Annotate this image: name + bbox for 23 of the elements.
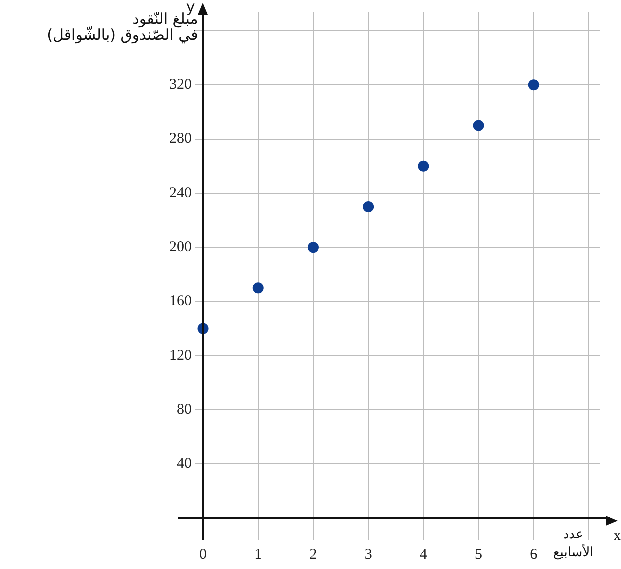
- point: [363, 201, 374, 212]
- y-tick-label: 160: [170, 294, 192, 310]
- point: [528, 80, 540, 91]
- y-tick-label: 320: [170, 77, 192, 94]
- y-tick-label: 200: [170, 240, 192, 256]
- y-tick-label: 240: [170, 185, 192, 202]
- point: [252, 282, 264, 294]
- x-tick-label: 6: [530, 546, 538, 563]
- y-tick-label: 120: [170, 348, 192, 364]
- x-axis-title: عدد الأسابيع: [553, 528, 594, 561]
- y-tick-label: 40: [177, 456, 192, 472]
- x-tick-label: 4: [420, 546, 428, 563]
- x-tick-label: 5: [475, 546, 483, 563]
- point: [418, 160, 430, 172]
- point: [308, 242, 319, 254]
- text: x: [614, 529, 621, 544]
- x-tick-label: 0: [200, 546, 208, 563]
- point: [473, 120, 484, 132]
- x-tick-label: 1: [254, 546, 262, 563]
- x-tick-label: 3: [364, 546, 372, 563]
- y-tick-label: 80: [177, 402, 192, 418]
- y-tick-label: 280: [170, 131, 192, 148]
- x-tick-label: 2: [310, 546, 318, 563]
